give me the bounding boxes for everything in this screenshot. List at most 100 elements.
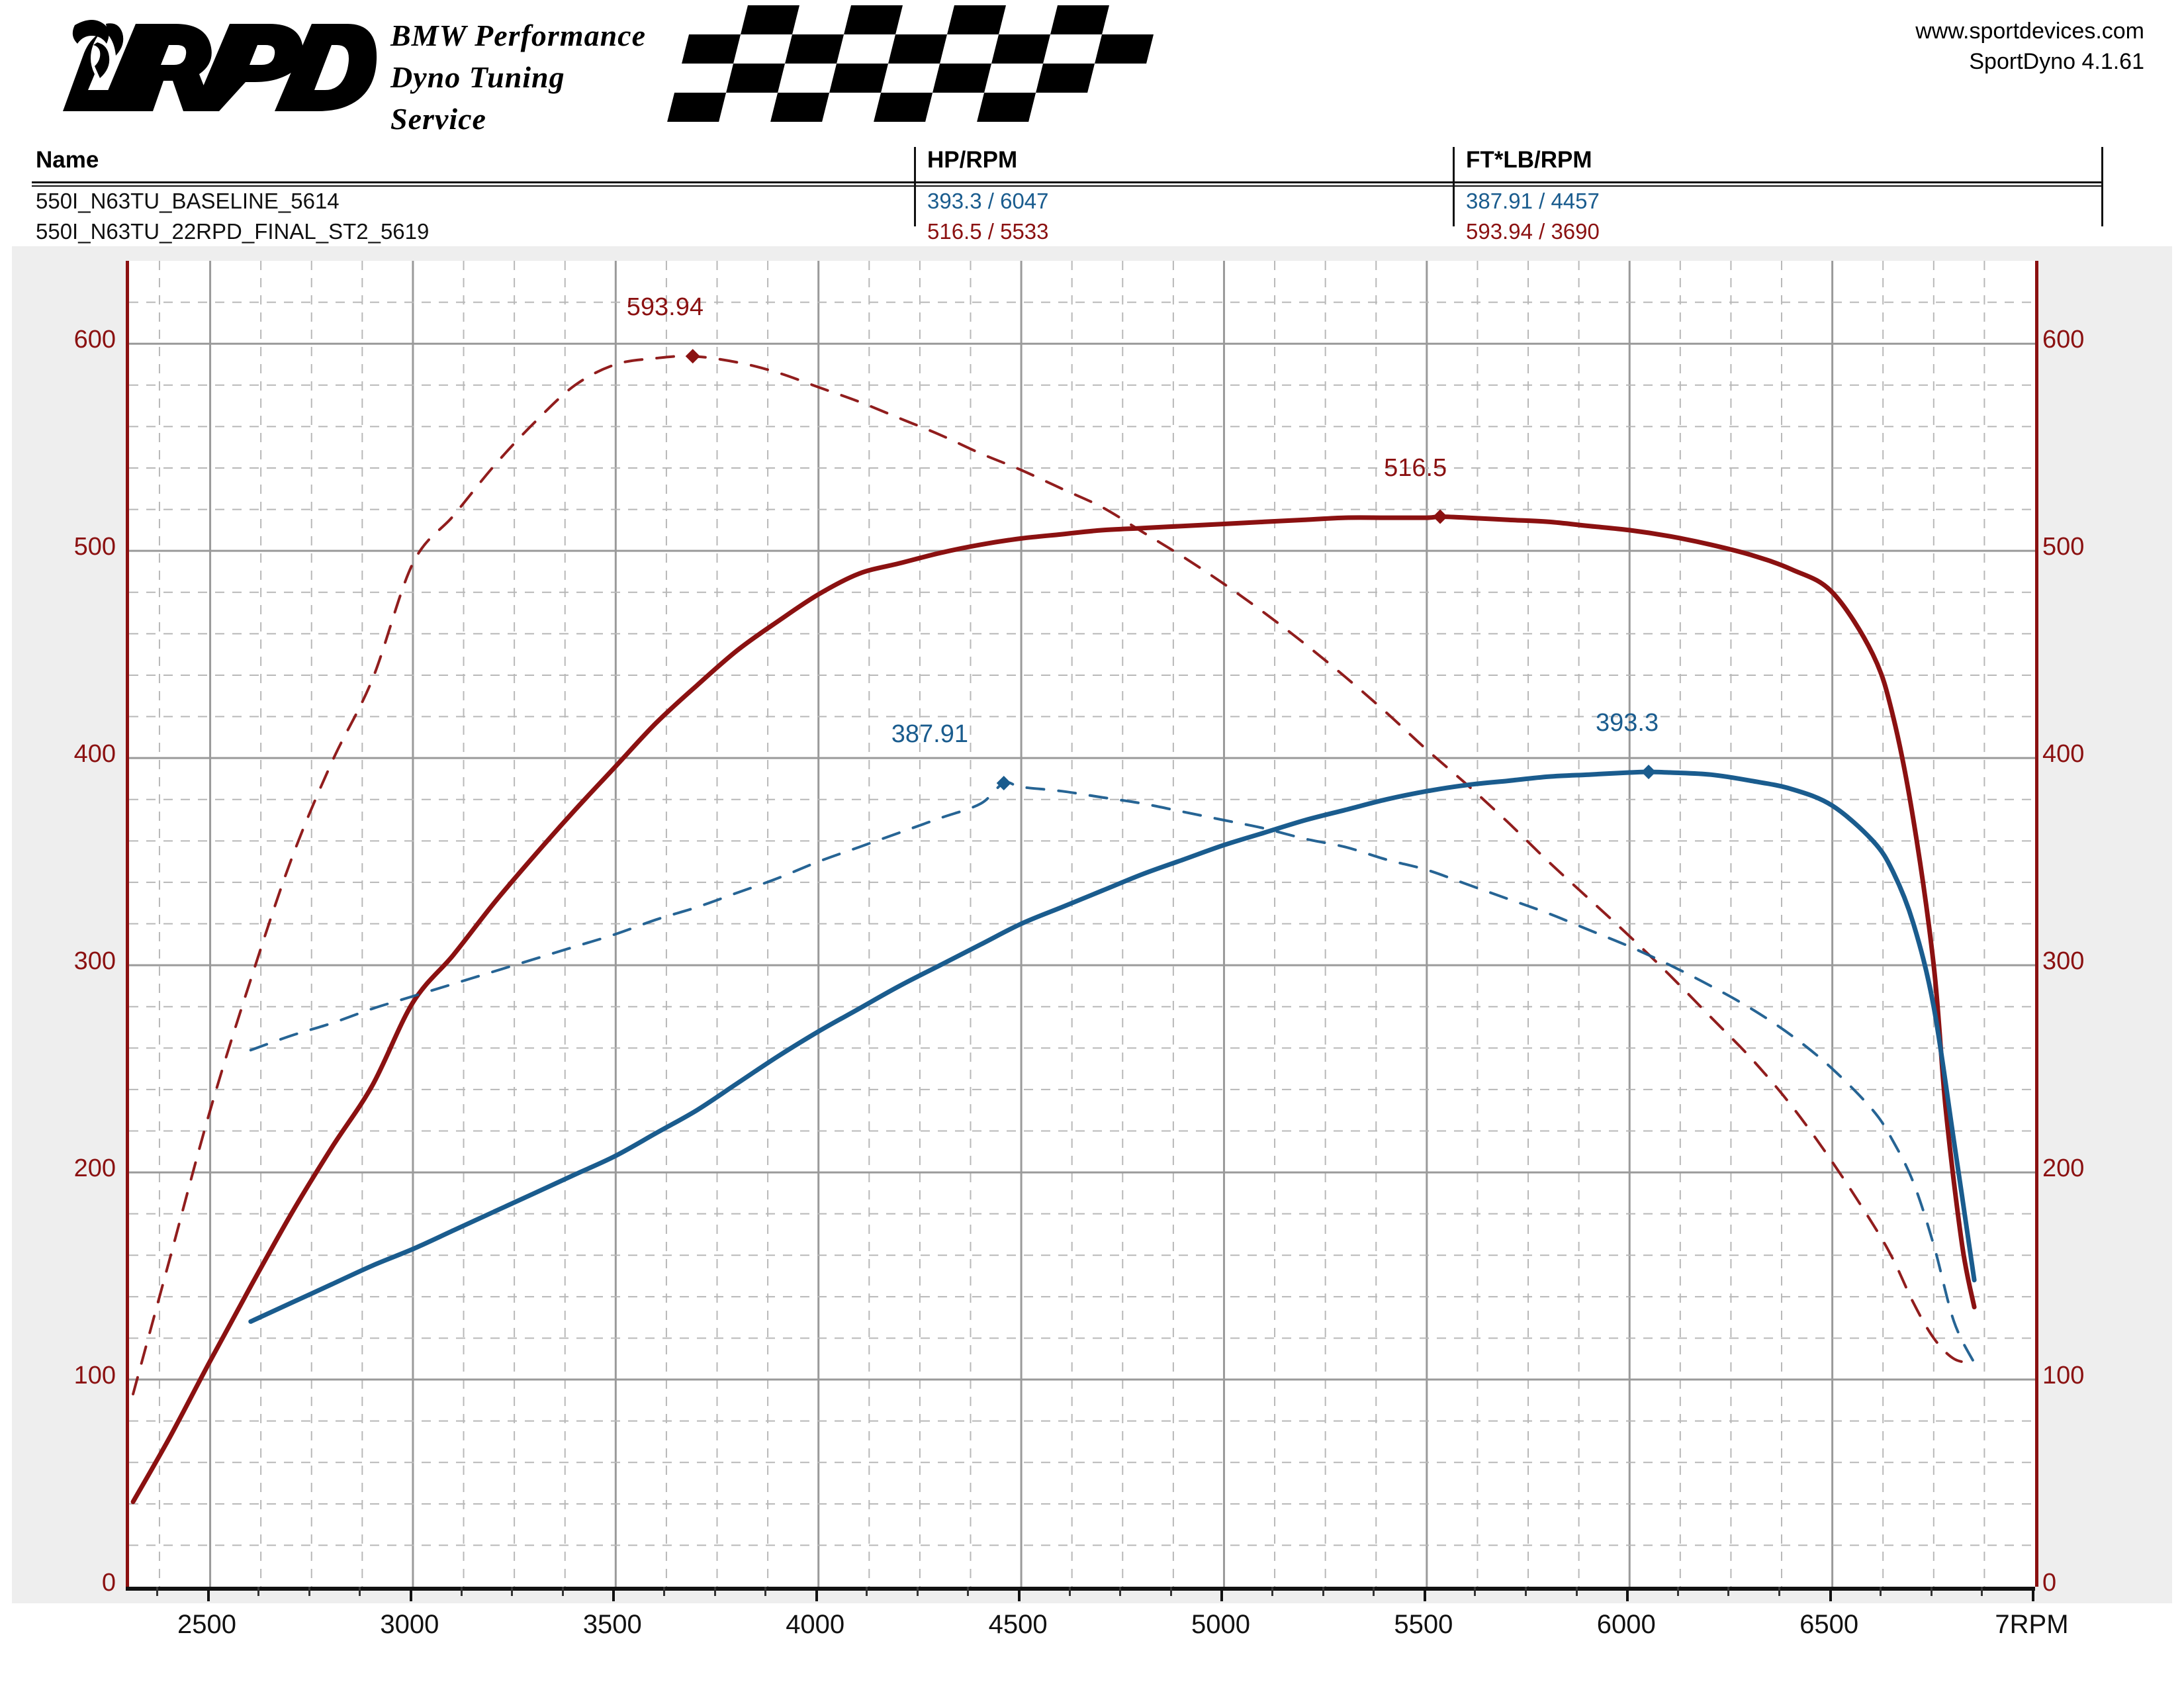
y-tick-left-300: 300	[73, 947, 116, 976]
tagline-line-1: BMW Performance	[390, 19, 646, 52]
x-tick-label-6000: 6000	[1596, 1610, 1656, 1639]
x-tick-label-6500: 6500	[1799, 1610, 1859, 1639]
legend-row-1-name: 550I_N63TU_22RPD_FINAL_ST2_5619	[36, 219, 430, 244]
x-tick-4625	[1068, 1587, 1071, 1596]
annotation-593-94: 593.94	[626, 293, 704, 322]
x-tick-label-2500: 2500	[177, 1610, 237, 1639]
legend-row-1-torque: 593.94 / 3690	[1466, 219, 1600, 244]
legend-header-rule	[32, 181, 2103, 183]
x-tick-3750	[713, 1587, 716, 1596]
x-tick-3375	[561, 1587, 564, 1596]
peak-marker-baseline-torque-blue	[996, 775, 1011, 790]
y-tick-right-200: 200	[2042, 1154, 2085, 1183]
website-url: www.sportdevices.com	[1915, 19, 2144, 44]
legend-divider-1	[914, 147, 916, 226]
legend-row-1-hp: 516.5 / 5533	[927, 219, 1049, 244]
tagline-line-2: Dyno Tuning	[390, 60, 565, 94]
x-tick-6625	[1880, 1587, 1882, 1596]
legend-col-torque: FT*LB/RPM	[1466, 147, 1592, 173]
report-header: BMW Performance Dyno Tuning Service	[0, 0, 2184, 152]
x-tick-3625	[662, 1587, 665, 1596]
x-tick-label-3000: 3000	[380, 1610, 439, 1639]
y-tick-left-0: 0	[101, 1569, 116, 1597]
software-info: www.sportdevices.com SportDyno 4.1.61	[1915, 16, 2144, 77]
x-tick-3000	[409, 1587, 412, 1601]
x-tick-4875	[1169, 1587, 1172, 1596]
annotation-387-91: 387.91	[891, 720, 968, 748]
peak-marker-baseline-torque	[685, 349, 700, 364]
x-tick-label-3500: 3500	[582, 1610, 642, 1639]
y-tick-right-600: 600	[2042, 326, 2085, 354]
x-tick-6125	[1676, 1587, 1679, 1596]
x-tick-4375	[967, 1587, 970, 1596]
legend-row-0-hp: 393.3 / 6047	[927, 189, 1049, 213]
x-tick-6875	[1981, 1587, 1983, 1596]
x-tick-7000	[2032, 1587, 2034, 1601]
x-tick-2375	[156, 1587, 158, 1596]
x-tick-label-5000: 5000	[1191, 1610, 1250, 1639]
x-tick-label-4000: 4000	[786, 1610, 845, 1639]
x-tick-2750	[308, 1587, 310, 1596]
legend-row-0-torque: 387.91 / 4457	[1466, 189, 1600, 213]
x-tick-4750	[1119, 1587, 1122, 1596]
rpd-logo	[36, 12, 381, 118]
y-tick-right-300: 300	[2042, 947, 2085, 976]
x-tick-6000	[1626, 1587, 1629, 1601]
x-tick-4250	[916, 1587, 919, 1596]
series-baseline-torque	[249, 780, 1976, 1364]
annotation-393-3: 393.3	[1596, 709, 1659, 737]
series-baseline-power	[248, 769, 1977, 1324]
y-tick-left-400: 400	[73, 740, 116, 769]
plot-area	[126, 261, 2038, 1587]
legend-row-0-name: 550I_N63TU_BASELINE_5614	[36, 189, 340, 213]
x-tick-2625	[257, 1587, 260, 1596]
tagline: BMW Performance Dyno Tuning Service	[390, 15, 788, 140]
x-tick-5000	[1220, 1587, 1224, 1601]
peak-marker-baseline-power	[1641, 765, 1657, 780]
x-tick-5375	[1373, 1587, 1375, 1596]
x-tick-label-5500: 5500	[1394, 1610, 1453, 1639]
x-tick-5500	[1423, 1587, 1426, 1601]
x-tick-4125	[866, 1587, 868, 1596]
annotation-516-5: 516.5	[1384, 453, 1447, 482]
x-tick-5875	[1575, 1587, 1578, 1596]
y-tick-right-100: 100	[2042, 1362, 2085, 1390]
y-tick-left-100: 100	[73, 1362, 116, 1390]
x-tick-3875	[764, 1587, 767, 1596]
run-legend-table: Name HP/RPM FT*LB/RPM 550I_N63TU_BASELIN…	[32, 147, 2103, 244]
software-version: SportDyno 4.1.61	[1969, 49, 2144, 74]
x-tick-2875	[359, 1587, 361, 1596]
legend-col-name: Name	[36, 147, 99, 173]
x-tick-4000	[815, 1587, 818, 1601]
x-axis-line	[126, 1587, 2035, 1591]
x-tick-5125	[1271, 1587, 1274, 1596]
peak-marker-tuned-power	[1433, 509, 1448, 524]
x-tick-5625	[1474, 1587, 1477, 1596]
dyno-chart: Engine Power (HP) Torque (FT*LB) 0100200…	[12, 246, 2172, 1639]
x-tick-label-7000: 7RPM	[1995, 1610, 2069, 1639]
x-tick-3250	[511, 1587, 514, 1596]
x-tick-2500	[206, 1587, 210, 1601]
legend-divider-3	[2101, 147, 2103, 226]
series-tuned-torque	[132, 354, 1976, 1395]
x-tick-label-4500: 4500	[988, 1610, 1048, 1639]
x-tick-3500	[612, 1587, 615, 1601]
x-tick-6250	[1727, 1587, 1730, 1596]
legend-divider-2	[1453, 147, 1455, 226]
legend-header-rule-2	[32, 185, 2103, 187]
x-tick-4500	[1018, 1587, 1021, 1601]
legend-col-hp: HP/RPM	[927, 147, 1018, 173]
y-tick-left-500: 500	[73, 533, 116, 561]
y-tick-right-0: 0	[2042, 1569, 2057, 1597]
rpd-logo-icon	[63, 20, 377, 111]
y-tick-right-400: 400	[2042, 740, 2085, 769]
tagline-line-3: Service	[390, 102, 486, 136]
y-tick-right-500: 500	[2042, 533, 2085, 561]
y-tick-left-600: 600	[73, 326, 116, 354]
x-tick-5250	[1322, 1587, 1324, 1596]
series-tuned-power	[130, 514, 1977, 1505]
x-tick-6375	[1778, 1587, 1781, 1596]
plot-svg	[129, 261, 2035, 1587]
x-tick-5750	[1525, 1587, 1527, 1596]
